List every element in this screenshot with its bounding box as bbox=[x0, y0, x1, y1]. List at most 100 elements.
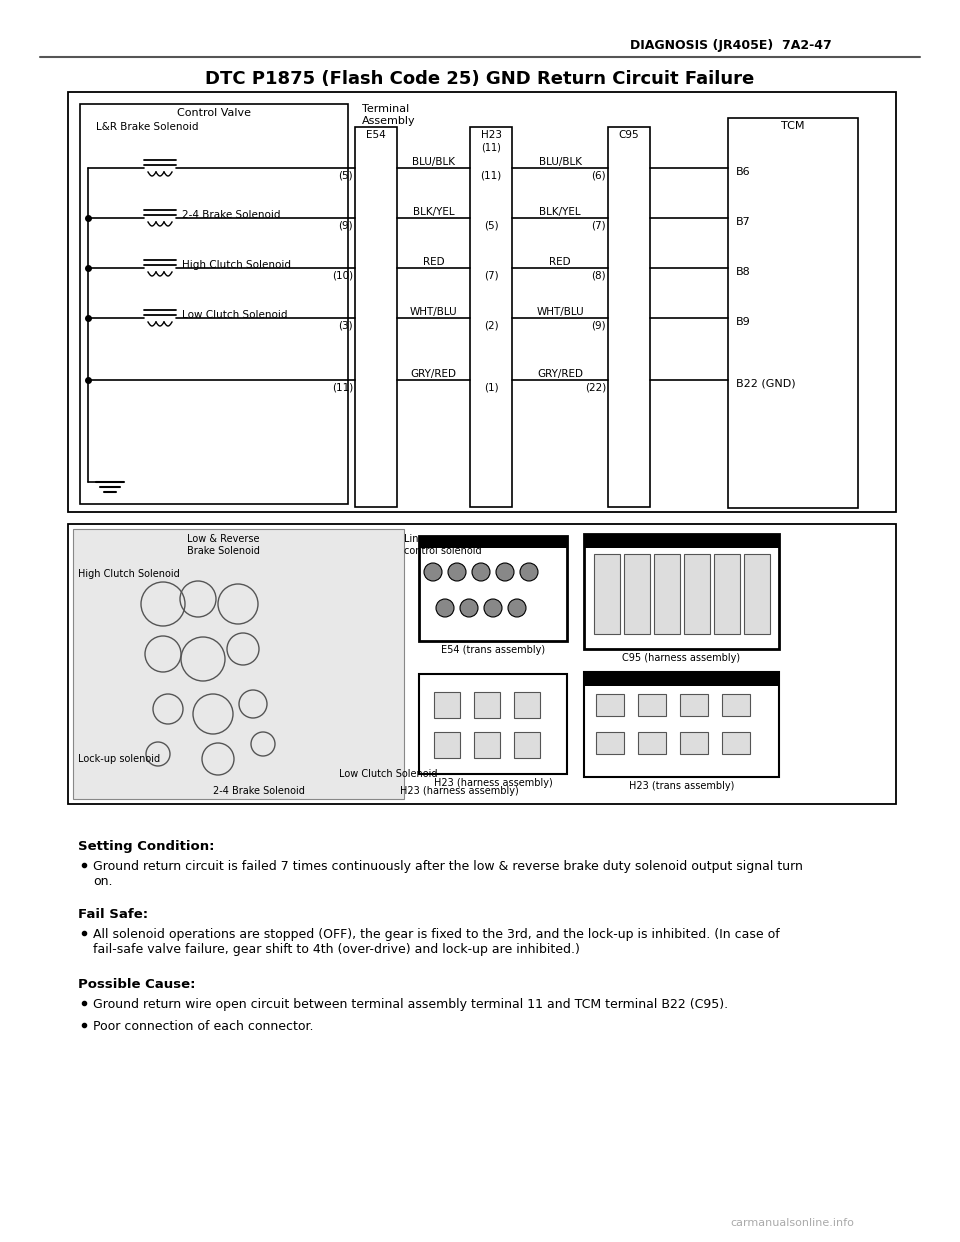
Bar bbox=[355, 127, 397, 507]
Text: Possible Cause:: Possible Cause: bbox=[78, 977, 196, 991]
Circle shape bbox=[436, 599, 454, 617]
Circle shape bbox=[484, 599, 502, 617]
Bar bbox=[68, 92, 896, 512]
Bar bbox=[514, 732, 540, 758]
Text: (11): (11) bbox=[332, 383, 353, 392]
Text: (7): (7) bbox=[591, 220, 606, 230]
Bar bbox=[584, 672, 779, 777]
Bar bbox=[474, 692, 500, 718]
Text: (5): (5) bbox=[338, 170, 353, 180]
Text: Line pressure
control solenoid: Line pressure control solenoid bbox=[404, 534, 482, 555]
Text: L&R Brake Solenoid: L&R Brake Solenoid bbox=[96, 122, 199, 132]
Bar bbox=[714, 554, 740, 633]
Text: B6: B6 bbox=[736, 166, 751, 178]
Text: Low Clutch Solenoid: Low Clutch Solenoid bbox=[182, 310, 287, 320]
Text: H23: H23 bbox=[481, 130, 501, 140]
Bar bbox=[434, 692, 460, 718]
Text: High Clutch Solenoid: High Clutch Solenoid bbox=[78, 569, 180, 579]
Circle shape bbox=[424, 563, 442, 581]
Text: Low Clutch Solenoid: Low Clutch Solenoid bbox=[339, 769, 438, 779]
Bar bbox=[594, 554, 620, 633]
Text: H23 (harness assembly): H23 (harness assembly) bbox=[434, 777, 552, 787]
Circle shape bbox=[496, 563, 514, 581]
Text: B9: B9 bbox=[736, 317, 751, 327]
Text: BLK/YEL: BLK/YEL bbox=[540, 207, 581, 217]
Text: WHT/BLU: WHT/BLU bbox=[410, 307, 457, 317]
Text: All solenoid operations are stopped (OFF), the gear is fixed to the 3rd, and the: All solenoid operations are stopped (OFF… bbox=[93, 928, 780, 956]
Text: Low & Reverse
Brake Solenoid: Low & Reverse Brake Solenoid bbox=[186, 534, 259, 555]
Bar bbox=[744, 554, 770, 633]
Text: DTC P1875 (Flash Code 25) GND Return Circuit Failure: DTC P1875 (Flash Code 25) GND Return Cir… bbox=[205, 70, 755, 88]
Bar bbox=[514, 692, 540, 718]
Bar bbox=[470, 127, 512, 507]
Text: Lock-up solenoid: Lock-up solenoid bbox=[78, 754, 160, 764]
Text: (9): (9) bbox=[338, 220, 353, 230]
Text: (1): (1) bbox=[484, 383, 498, 392]
Text: E54 (trans assembly): E54 (trans assembly) bbox=[441, 645, 545, 655]
Text: B7: B7 bbox=[736, 217, 751, 227]
Text: RED: RED bbox=[422, 257, 444, 267]
Bar bbox=[584, 534, 779, 548]
Bar bbox=[680, 732, 708, 754]
Text: H23 (harness assembly): H23 (harness assembly) bbox=[399, 786, 518, 796]
Bar bbox=[608, 127, 650, 507]
Text: carmanualsonline.info: carmanualsonline.info bbox=[730, 1218, 853, 1228]
Text: (11): (11) bbox=[481, 142, 501, 152]
Bar bbox=[728, 118, 858, 508]
Text: BLU/BLK: BLU/BLK bbox=[539, 156, 582, 166]
Text: (3): (3) bbox=[338, 320, 353, 330]
Bar bbox=[596, 732, 624, 754]
Text: (11): (11) bbox=[480, 170, 502, 180]
Bar bbox=[434, 732, 460, 758]
Text: Control Valve: Control Valve bbox=[177, 108, 251, 118]
Text: RED: RED bbox=[549, 257, 571, 267]
Bar bbox=[73, 529, 404, 799]
Text: B8: B8 bbox=[736, 267, 751, 277]
Bar bbox=[638, 694, 666, 715]
Text: C95 (harness assembly): C95 (harness assembly) bbox=[622, 653, 740, 663]
Text: (6): (6) bbox=[591, 170, 606, 180]
Bar bbox=[419, 537, 567, 641]
Bar bbox=[80, 104, 348, 504]
Text: BLK/YEL: BLK/YEL bbox=[413, 207, 454, 217]
Text: GRY/RED: GRY/RED bbox=[411, 369, 457, 379]
Text: 2-4 Brake Solenoid: 2-4 Brake Solenoid bbox=[182, 210, 280, 220]
Bar bbox=[722, 694, 750, 715]
Bar bbox=[474, 732, 500, 758]
Text: (22): (22) bbox=[585, 383, 606, 392]
Text: (8): (8) bbox=[591, 270, 606, 279]
Bar bbox=[596, 694, 624, 715]
Bar bbox=[680, 694, 708, 715]
Circle shape bbox=[520, 563, 538, 581]
Text: C95: C95 bbox=[618, 130, 639, 140]
Bar bbox=[722, 732, 750, 754]
Bar bbox=[419, 537, 567, 548]
Text: (2): (2) bbox=[484, 320, 498, 330]
Text: (7): (7) bbox=[484, 270, 498, 279]
Bar bbox=[654, 554, 680, 633]
Bar bbox=[638, 732, 666, 754]
Text: Setting Condition:: Setting Condition: bbox=[78, 840, 214, 853]
Text: WHT/BLU: WHT/BLU bbox=[537, 307, 584, 317]
Text: BLU/BLK: BLU/BLK bbox=[412, 156, 455, 166]
Text: Ground return wire open circuit between terminal assembly terminal 11 and TCM te: Ground return wire open circuit between … bbox=[93, 999, 728, 1011]
Text: TCM: TCM bbox=[781, 120, 804, 130]
Text: (10): (10) bbox=[332, 270, 353, 279]
Text: Ground return circuit is failed 7 times continuously after the low & reverse bra: Ground return circuit is failed 7 times … bbox=[93, 859, 803, 888]
Text: H23 (trans assembly): H23 (trans assembly) bbox=[629, 781, 734, 791]
Text: Poor connection of each connector.: Poor connection of each connector. bbox=[93, 1020, 314, 1033]
Text: Terminal
Assembly: Terminal Assembly bbox=[362, 104, 416, 125]
Bar bbox=[584, 534, 779, 650]
Text: B22 (GND): B22 (GND) bbox=[736, 379, 796, 389]
Text: GRY/RED: GRY/RED bbox=[537, 369, 583, 379]
Text: Fail Safe:: Fail Safe: bbox=[78, 908, 148, 922]
Circle shape bbox=[460, 599, 478, 617]
Text: (5): (5) bbox=[484, 220, 498, 230]
Text: High Clutch Solenoid: High Clutch Solenoid bbox=[182, 260, 291, 270]
Text: E54: E54 bbox=[366, 130, 386, 140]
Bar bbox=[584, 672, 779, 686]
Circle shape bbox=[448, 563, 466, 581]
Bar bbox=[684, 554, 710, 633]
Text: DIAGNOSIS (JR405E)  7A2-47: DIAGNOSIS (JR405E) 7A2-47 bbox=[630, 39, 831, 52]
Circle shape bbox=[472, 563, 490, 581]
